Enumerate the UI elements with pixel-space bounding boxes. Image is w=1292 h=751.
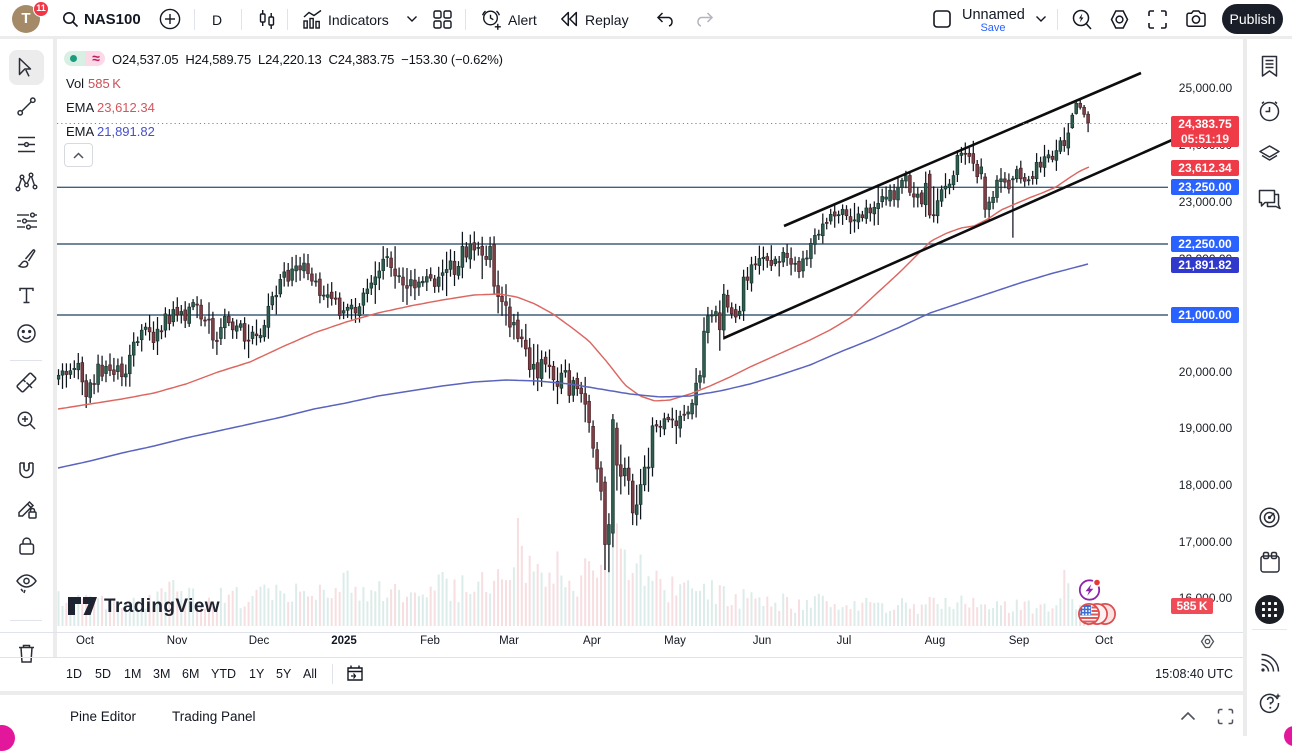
svg-text:TradingView: TradingView <box>104 596 220 617</box>
